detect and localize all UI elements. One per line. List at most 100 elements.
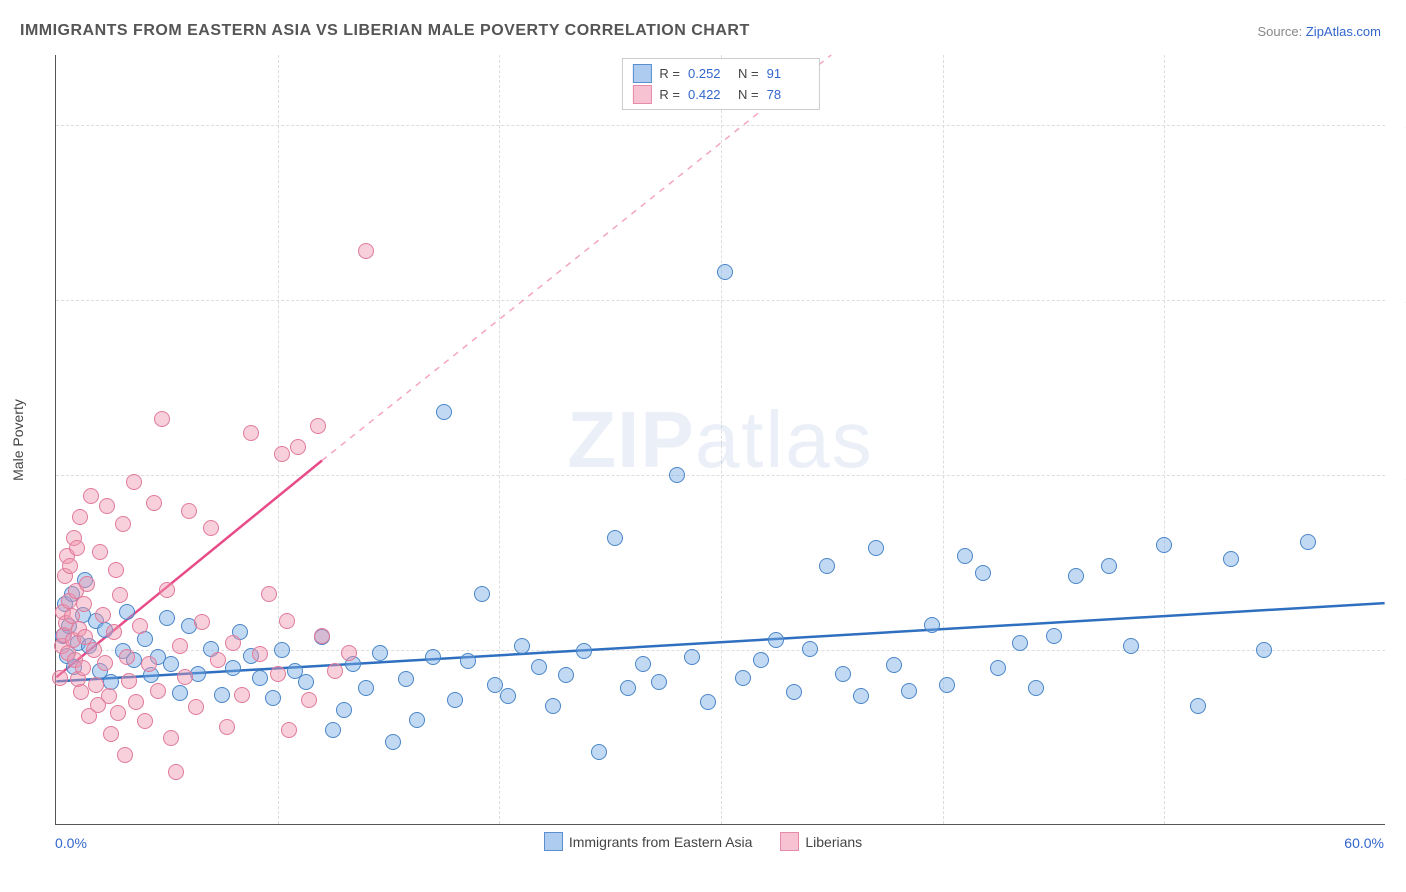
correlation-legend: R = 0.252 N = 91 R = 0.422 N = 78 bbox=[621, 58, 819, 110]
scatter-point-liberians bbox=[97, 655, 113, 671]
scatter-point-eastern_asia bbox=[591, 744, 607, 760]
n-label: N = bbox=[738, 87, 759, 102]
scatter-point-liberians bbox=[261, 586, 277, 602]
scatter-point-eastern_asia bbox=[576, 643, 592, 659]
scatter-point-eastern_asia bbox=[298, 674, 314, 690]
scatter-point-liberians bbox=[121, 673, 137, 689]
scatter-point-eastern_asia bbox=[460, 653, 476, 669]
scatter-point-eastern_asia bbox=[990, 660, 1006, 676]
scatter-point-liberians bbox=[83, 488, 99, 504]
scatter-point-eastern_asia bbox=[1256, 642, 1272, 658]
scatter-point-liberians bbox=[310, 418, 326, 434]
scatter-point-eastern_asia bbox=[531, 659, 547, 675]
scatter-point-eastern_asia bbox=[1012, 635, 1028, 651]
scatter-point-liberians bbox=[117, 747, 133, 763]
scatter-point-liberians bbox=[188, 699, 204, 715]
n-value-eastern-asia: 91 bbox=[767, 66, 809, 81]
scatter-point-eastern_asia bbox=[119, 604, 135, 620]
scatter-point-eastern_asia bbox=[886, 657, 902, 673]
scatter-point-liberians bbox=[101, 688, 117, 704]
scatter-point-liberians bbox=[301, 692, 317, 708]
scatter-point-liberians bbox=[106, 624, 122, 640]
scatter-point-eastern_asia bbox=[225, 660, 241, 676]
scatter-point-liberians bbox=[154, 411, 170, 427]
legend-item-eastern-asia: Immigrants from Eastern Asia bbox=[544, 832, 753, 851]
scatter-point-liberians bbox=[132, 618, 148, 634]
scatter-point-eastern_asia bbox=[868, 540, 884, 556]
source-link[interactable]: ZipAtlas.com bbox=[1306, 24, 1381, 39]
scatter-point-liberians bbox=[194, 614, 210, 630]
n-label: N = bbox=[738, 66, 759, 81]
scatter-point-liberians bbox=[92, 544, 108, 560]
gridline-v bbox=[721, 55, 722, 824]
scatter-point-liberians bbox=[234, 687, 250, 703]
scatter-point-eastern_asia bbox=[1223, 551, 1239, 567]
scatter-point-liberians bbox=[181, 503, 197, 519]
scatter-point-liberians bbox=[126, 474, 142, 490]
scatter-point-liberians bbox=[270, 666, 286, 682]
scatter-point-eastern_asia bbox=[1101, 558, 1117, 574]
series-legend: Immigrants from Eastern Asia Liberians bbox=[0, 832, 1406, 854]
ytick-label: 12.5% bbox=[1390, 642, 1406, 658]
scatter-point-eastern_asia bbox=[975, 565, 991, 581]
scatter-point-liberians bbox=[52, 670, 68, 686]
gridline-h bbox=[56, 125, 1385, 126]
scatter-point-eastern_asia bbox=[372, 645, 388, 661]
scatter-point-liberians bbox=[110, 705, 126, 721]
n-value-liberians: 78 bbox=[767, 87, 809, 102]
scatter-point-eastern_asia bbox=[802, 641, 818, 657]
swatch-eastern-asia bbox=[632, 64, 651, 83]
scatter-point-liberians bbox=[95, 607, 111, 623]
scatter-point-eastern_asia bbox=[753, 652, 769, 668]
scatter-point-liberians bbox=[72, 509, 88, 525]
scatter-point-eastern_asia bbox=[607, 530, 623, 546]
scatter-point-eastern_asia bbox=[172, 685, 188, 701]
legend-item-liberians: Liberians bbox=[780, 832, 862, 851]
scatter-point-liberians bbox=[358, 243, 374, 259]
scatter-point-eastern_asia bbox=[252, 670, 268, 686]
scatter-point-liberians bbox=[62, 558, 78, 574]
scatter-point-liberians bbox=[108, 562, 124, 578]
scatter-point-eastern_asia bbox=[425, 649, 441, 665]
scatter-point-eastern_asia bbox=[336, 702, 352, 718]
swatch-liberians bbox=[780, 832, 799, 851]
scatter-point-eastern_asia bbox=[819, 558, 835, 574]
scatter-point-liberians bbox=[137, 713, 153, 729]
scatter-point-eastern_asia bbox=[957, 548, 973, 564]
legend-label-liberians: Liberians bbox=[805, 834, 862, 850]
scatter-point-eastern_asia bbox=[1300, 534, 1316, 550]
scatter-point-eastern_asia bbox=[1156, 537, 1172, 553]
scatter-point-eastern_asia bbox=[558, 667, 574, 683]
source-prefix: Source: bbox=[1257, 24, 1305, 39]
scatter-point-eastern_asia bbox=[474, 586, 490, 602]
scatter-point-eastern_asia bbox=[635, 656, 651, 672]
scatter-point-eastern_asia bbox=[717, 264, 733, 280]
swatch-liberians bbox=[632, 85, 651, 104]
scatter-point-eastern_asia bbox=[447, 692, 463, 708]
scatter-point-liberians bbox=[203, 520, 219, 536]
scatter-point-eastern_asia bbox=[924, 617, 940, 633]
scatter-point-liberians bbox=[274, 446, 290, 462]
scatter-point-eastern_asia bbox=[735, 670, 751, 686]
scatter-point-eastern_asia bbox=[1190, 698, 1206, 714]
scatter-point-eastern_asia bbox=[1028, 680, 1044, 696]
scatter-point-liberians bbox=[75, 660, 91, 676]
scatter-point-liberians bbox=[159, 582, 175, 598]
scatter-point-liberians bbox=[314, 628, 330, 644]
scatter-point-eastern_asia bbox=[1068, 568, 1084, 584]
scatter-point-liberians bbox=[225, 635, 241, 651]
gridline-v bbox=[943, 55, 944, 824]
scatter-point-eastern_asia bbox=[700, 694, 716, 710]
scatter-point-liberians bbox=[281, 722, 297, 738]
source-label: Source: ZipAtlas.com bbox=[1257, 24, 1381, 39]
scatter-point-eastern_asia bbox=[901, 683, 917, 699]
scatter-point-eastern_asia bbox=[684, 649, 700, 665]
scatter-point-eastern_asia bbox=[409, 712, 425, 728]
scatter-point-liberians bbox=[76, 596, 92, 612]
scatter-point-liberians bbox=[177, 669, 193, 685]
legend-label-eastern-asia: Immigrants from Eastern Asia bbox=[569, 834, 753, 850]
scatter-point-liberians bbox=[141, 656, 157, 672]
gridline-h bbox=[56, 475, 1385, 476]
r-value-eastern-asia: 0.252 bbox=[688, 66, 730, 81]
ytick-label: 37.5% bbox=[1390, 292, 1406, 308]
